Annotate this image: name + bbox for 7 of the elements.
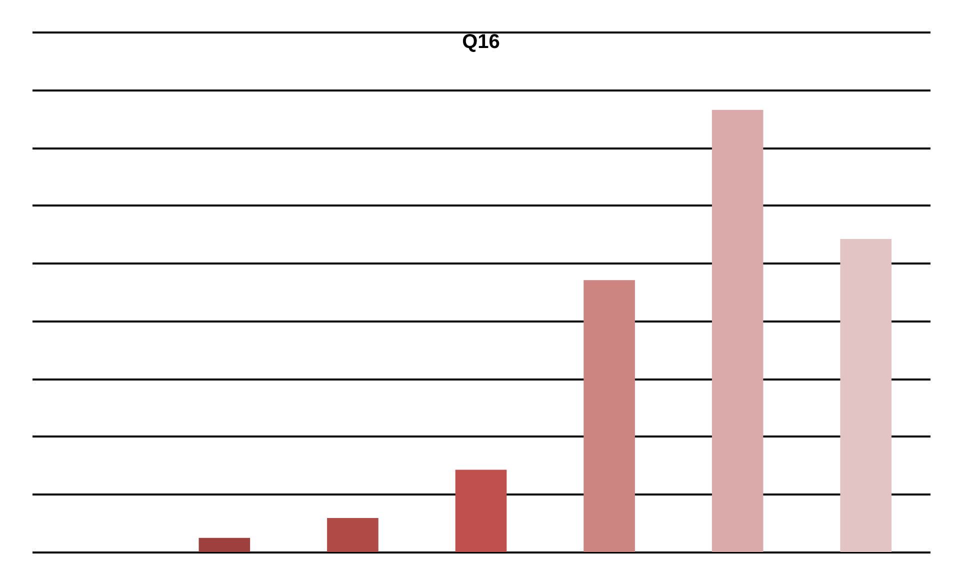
bar (455, 470, 507, 552)
bar (327, 518, 378, 552)
bar (840, 239, 892, 552)
bar (198, 538, 250, 552)
bar (712, 110, 764, 552)
chart-title: Q16 (462, 31, 500, 53)
bar (584, 280, 635, 552)
